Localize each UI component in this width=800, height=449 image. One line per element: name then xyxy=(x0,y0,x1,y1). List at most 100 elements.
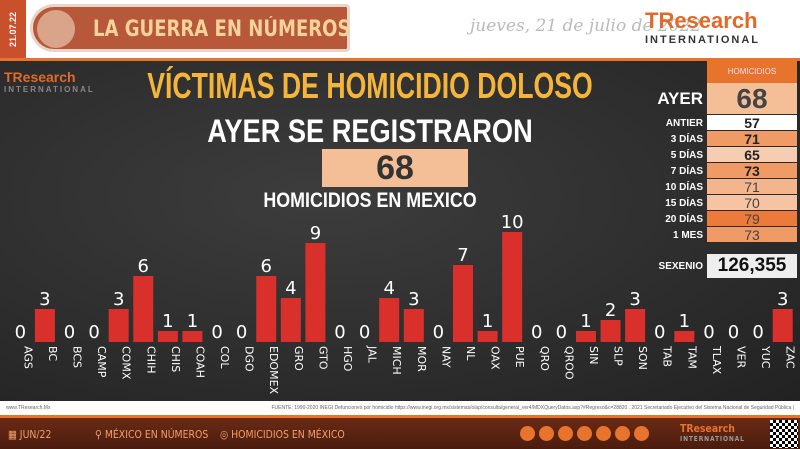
footer-logo: TResearch INTERNATIONAL xyxy=(680,422,745,443)
category-label: AGS xyxy=(21,346,34,369)
data-label: 0 xyxy=(531,322,542,343)
category-label: SON xyxy=(636,346,649,370)
data-label: 2 xyxy=(605,300,616,321)
category-label: MICH xyxy=(390,346,403,375)
category-label: TLAX xyxy=(710,345,723,375)
youtube-icon[interactable] xyxy=(634,426,649,441)
data-label: 1 xyxy=(580,311,591,332)
category-label: OAX xyxy=(489,346,502,370)
mexico-map-icon xyxy=(37,10,75,48)
sexenio-label: SEXENIO xyxy=(658,260,703,272)
table-row: ANTIER 57 xyxy=(640,115,800,131)
table-header: HOMICIDIOS xyxy=(707,61,797,83)
footer-label: JUN/22 xyxy=(19,428,52,441)
footer-item-date: ▦ JUN/22 xyxy=(8,428,52,441)
data-label: 7 xyxy=(457,245,468,266)
category-label: EDOMEX xyxy=(267,346,280,395)
header: 21.07.22 LA GUERRA EN NÚMEROS jueves, 21… xyxy=(0,0,800,58)
category-label: NAY xyxy=(439,346,452,368)
data-label: 0 xyxy=(752,322,763,343)
watermark-logo: TResearch INTERNATIONAL xyxy=(4,69,95,94)
bar-SLP xyxy=(600,320,621,342)
data-label: 0 xyxy=(64,322,75,343)
whatsapp-icon[interactable] xyxy=(539,426,554,441)
row-value: 79 xyxy=(707,211,797,227)
row-label: 5 DÍAS xyxy=(670,149,703,161)
bar-OAX xyxy=(477,331,498,342)
data-label: 3 xyxy=(777,289,788,310)
bar-SIN xyxy=(575,331,596,342)
table-row: 3 DÍAS 71 xyxy=(640,131,800,147)
row-label: ANTIER xyxy=(665,117,703,129)
data-label: 1 xyxy=(679,311,690,332)
subtitle: AYER SE REGISTRARON xyxy=(207,113,533,149)
category-label: SIN xyxy=(587,346,600,364)
divider xyxy=(0,58,800,61)
category-label: MOR xyxy=(415,346,428,372)
watermark-text: TResearch xyxy=(4,69,76,85)
category-label: GRO xyxy=(292,346,305,371)
qr-code xyxy=(770,420,798,448)
data-label: 1 xyxy=(187,311,198,332)
table-row: 20 DÍAS 79 xyxy=(640,211,800,227)
globe-icon[interactable] xyxy=(520,426,535,441)
sexenio-value: 126,355 xyxy=(707,254,797,278)
row-value: 71 xyxy=(707,131,797,147)
source-bar: www.TResearch.Mx FUENTE: 1990-2020 INEGI … xyxy=(0,401,800,415)
section-banner: LA GUERRA EN NÚMEROS xyxy=(30,4,350,52)
bar-ZAC xyxy=(772,309,793,342)
row-label: AYER xyxy=(657,89,703,108)
caption: HOMICIDIOS EN MEXICO xyxy=(263,189,477,212)
date: jueves, 21 de julio de 2022 xyxy=(470,16,702,36)
linkedin-icon[interactable] xyxy=(615,426,630,441)
data-label: 0 xyxy=(556,322,567,343)
page-title: VÍCTIMAS DE HOMICIDIO DOLOSO xyxy=(147,65,593,106)
footer-logo-main: TResearch xyxy=(680,422,735,435)
watermark-sub: INTERNATIONAL xyxy=(4,85,95,94)
data-label: 3 xyxy=(408,289,419,310)
category-label: CHIH xyxy=(144,346,157,373)
footer-logo-sub: INTERNATIONAL xyxy=(680,435,745,443)
row-value: 73 xyxy=(707,163,797,179)
row-label: 1 MES xyxy=(672,229,703,241)
footer-item-homicidios: ◎ HOMICIDIOS EN MÉXICO xyxy=(220,428,345,441)
bar-BC xyxy=(34,309,55,342)
category-label: PUE xyxy=(513,346,526,368)
twitter-icon[interactable] xyxy=(577,426,592,441)
data-label: 0 xyxy=(433,322,444,343)
data-label: 1 xyxy=(162,311,173,332)
category-label: QRO xyxy=(538,346,551,371)
logo: TResearch INTERNATIONAL xyxy=(645,8,760,46)
facebook-icon[interactable] xyxy=(596,426,611,441)
data-label: 4 xyxy=(383,278,394,299)
bar-MOR xyxy=(403,309,424,342)
logo-main: TResearch xyxy=(645,8,758,33)
email-icon[interactable] xyxy=(558,426,573,441)
category-label: QROO xyxy=(562,346,575,380)
data-label: 0 xyxy=(88,322,99,343)
source-text: FUENTE: 1990-2020 INEGI Defunciones por … xyxy=(271,405,794,411)
category-label: TAB xyxy=(661,345,674,367)
banner-title: LA GUERRA EN NÚMEROS xyxy=(93,17,351,42)
data-label: 3 xyxy=(39,289,50,310)
row-label: 10 DÍAS xyxy=(665,181,703,193)
category-label: SLP xyxy=(612,346,625,366)
category-label: BCS xyxy=(70,346,83,368)
data-label: 0 xyxy=(654,322,665,343)
table-row: 10 DÍAS 71 xyxy=(640,179,800,195)
bar-COMX xyxy=(108,309,129,342)
data-label: 6 xyxy=(138,256,149,277)
footer-item-mexico: ⚲ MÉXICO EN NÚMEROS xyxy=(95,428,209,441)
row-value: 65 xyxy=(707,147,797,163)
category-label: JAL xyxy=(366,345,379,364)
data-label: 0 xyxy=(359,322,370,343)
website[interactable]: www.TResearch.Mx xyxy=(6,405,51,411)
data-label: 0 xyxy=(334,322,345,343)
category-label: HGO xyxy=(341,346,354,372)
category-label: ZAC xyxy=(784,346,797,369)
data-label: 0 xyxy=(236,322,247,343)
bar-MICH xyxy=(379,298,400,342)
data-label: 0 xyxy=(728,322,739,343)
footer-label: MÉXICO EN NÚMEROS xyxy=(104,428,209,441)
data-label: 3 xyxy=(629,289,640,310)
